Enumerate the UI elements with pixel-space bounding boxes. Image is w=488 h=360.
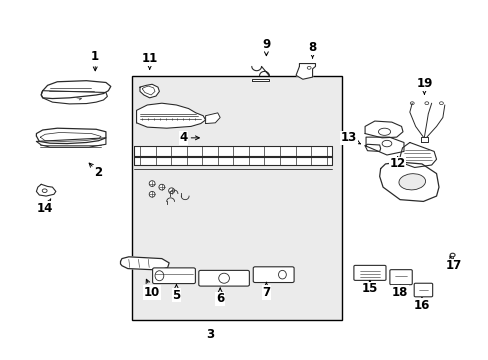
Polygon shape bbox=[399, 143, 436, 167]
Ellipse shape bbox=[168, 188, 174, 194]
Text: 8: 8 bbox=[308, 41, 316, 58]
Text: 19: 19 bbox=[415, 77, 432, 94]
FancyBboxPatch shape bbox=[152, 268, 195, 284]
Ellipse shape bbox=[398, 174, 425, 190]
Polygon shape bbox=[36, 184, 56, 196]
Polygon shape bbox=[41, 91, 107, 104]
FancyBboxPatch shape bbox=[253, 267, 293, 283]
Polygon shape bbox=[365, 121, 402, 138]
Text: 9: 9 bbox=[262, 38, 270, 56]
Text: 1: 1 bbox=[91, 50, 99, 71]
Polygon shape bbox=[366, 137, 403, 155]
Text: 11: 11 bbox=[141, 52, 158, 69]
Polygon shape bbox=[365, 144, 380, 152]
Text: 16: 16 bbox=[413, 298, 429, 311]
Polygon shape bbox=[136, 103, 205, 128]
Text: 18: 18 bbox=[391, 285, 407, 299]
Text: 14: 14 bbox=[37, 199, 53, 215]
Text: 13: 13 bbox=[340, 131, 360, 144]
FancyBboxPatch shape bbox=[389, 270, 411, 285]
Text: 10: 10 bbox=[143, 279, 160, 299]
Text: 12: 12 bbox=[389, 157, 405, 170]
FancyBboxPatch shape bbox=[413, 283, 432, 297]
Polygon shape bbox=[295, 64, 315, 79]
Polygon shape bbox=[36, 128, 106, 144]
FancyBboxPatch shape bbox=[199, 270, 249, 286]
Polygon shape bbox=[379, 162, 438, 202]
Text: 17: 17 bbox=[445, 256, 461, 272]
Ellipse shape bbox=[449, 253, 454, 257]
Ellipse shape bbox=[149, 192, 155, 197]
Polygon shape bbox=[41, 81, 111, 99]
Polygon shape bbox=[133, 156, 331, 165]
Text: 4: 4 bbox=[179, 131, 199, 144]
Polygon shape bbox=[420, 137, 427, 143]
Polygon shape bbox=[205, 113, 220, 123]
Polygon shape bbox=[120, 257, 169, 270]
Ellipse shape bbox=[159, 184, 164, 190]
Bar bbox=[131, 76, 341, 320]
Text: 7: 7 bbox=[262, 283, 270, 299]
Text: 15: 15 bbox=[361, 280, 377, 296]
Text: 6: 6 bbox=[216, 288, 224, 305]
Polygon shape bbox=[251, 78, 269, 81]
Ellipse shape bbox=[149, 181, 155, 186]
Polygon shape bbox=[133, 146, 331, 157]
Text: 3: 3 bbox=[206, 328, 214, 341]
Polygon shape bbox=[140, 84, 159, 98]
Text: 2: 2 bbox=[89, 163, 102, 179]
FancyBboxPatch shape bbox=[353, 265, 385, 280]
Polygon shape bbox=[36, 138, 106, 147]
Text: 5: 5 bbox=[172, 285, 180, 302]
